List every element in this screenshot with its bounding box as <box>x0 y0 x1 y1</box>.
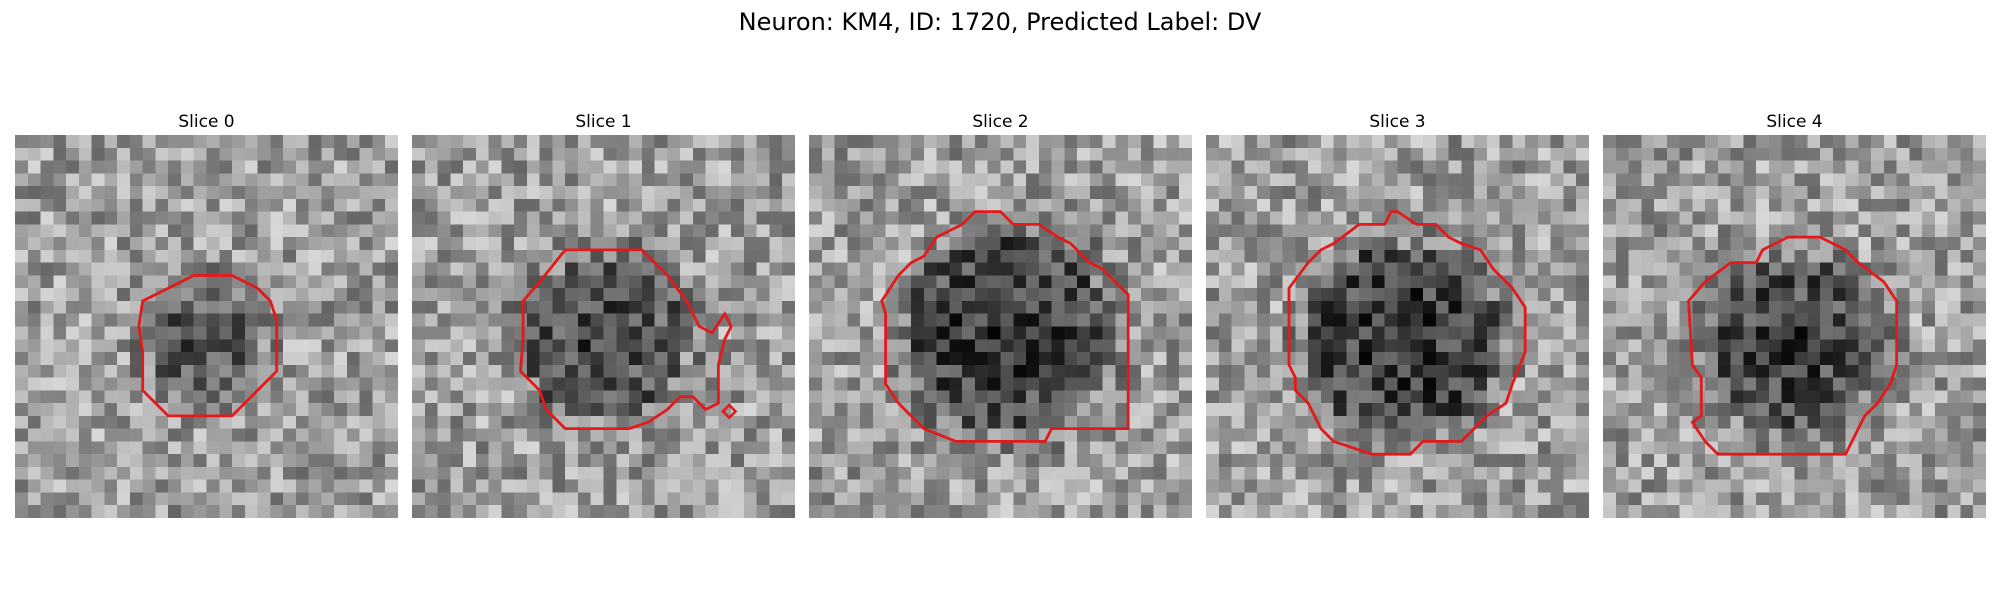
slice-title: Slice 1 <box>575 112 632 132</box>
slice-title: Slice 0 <box>178 112 235 132</box>
figure-title: Neuron: KM4, ID: 1720, Predicted Label: … <box>738 8 1262 36</box>
slice-image <box>809 135 1192 518</box>
roi-contour <box>1287 210 1527 456</box>
roi-contour <box>1687 235 1899 456</box>
slice-panel-2: Slice 2 <box>809 110 1192 518</box>
slice-title: Slice 4 <box>1766 112 1823 132</box>
roi-dot <box>721 403 738 420</box>
slice-title: Slice 2 <box>972 112 1029 132</box>
slice-panel-0: Slice 0 <box>15 110 398 518</box>
slice-panel-3: Slice 3 <box>1206 110 1589 518</box>
slice-image <box>412 135 795 518</box>
slice-title: Slice 3 <box>1369 112 1426 132</box>
slice-image <box>15 135 398 518</box>
roi-contour <box>137 274 279 418</box>
slice-image <box>1206 135 1589 518</box>
slice-panel-1: Slice 1 <box>412 110 795 518</box>
roi-contour <box>519 248 733 431</box>
slice-image <box>1603 135 1986 518</box>
roi-contour <box>880 210 1130 443</box>
slice-panel-4: Slice 4 <box>1603 110 1986 518</box>
